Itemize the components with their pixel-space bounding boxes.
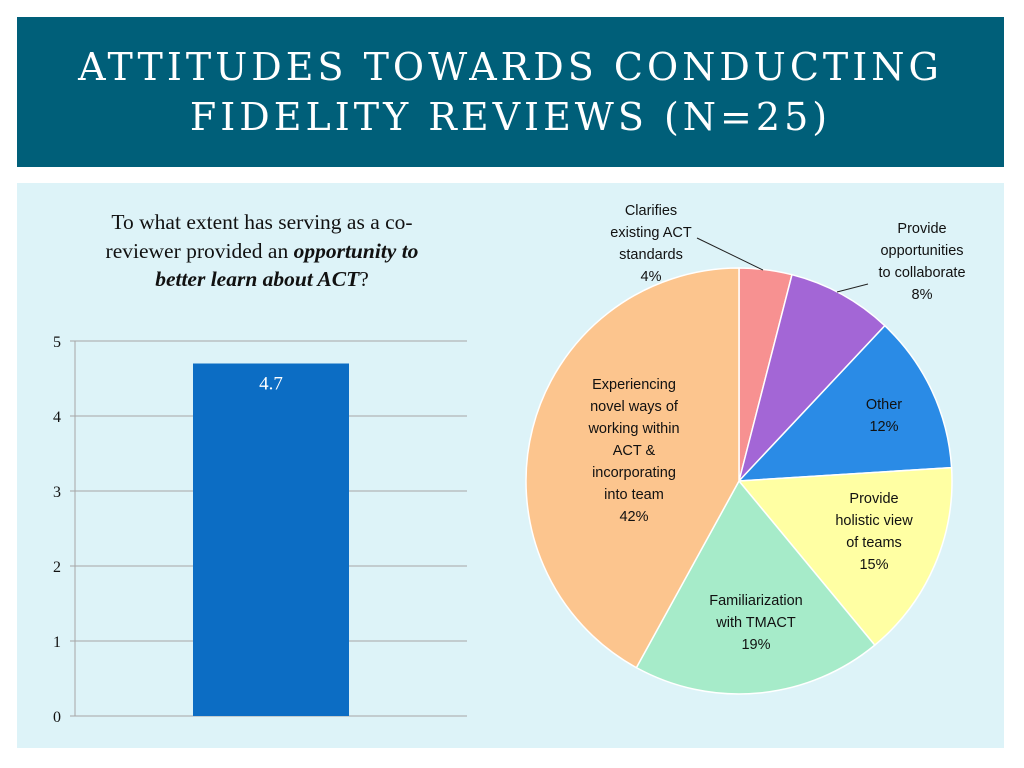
pie-label-line: into team	[604, 487, 664, 503]
bar	[193, 363, 349, 716]
title-bar: ATTITUDES TOWARDS CONDUCTING FIDELITY RE…	[17, 17, 1004, 167]
title-line-2: FIDELITY REVIEWS (N=25)	[189, 95, 832, 139]
pie-label-line: Provide	[897, 221, 946, 237]
pie-label-line: incorporating	[592, 465, 676, 481]
pie-slice-collaborate	[738, 273, 886, 482]
pie-label-line: opportunities	[880, 243, 963, 259]
question-text: To what extent has serving as a co-revie…	[92, 208, 432, 294]
y-tick-label: 2	[53, 559, 61, 576]
pie-label-line: 8%	[912, 287, 933, 303]
leader-line-clarifies	[696, 237, 764, 271]
pie-slice-familiarization	[635, 479, 876, 695]
pie-label-line: Clarifies	[625, 203, 677, 219]
question-part-1: To what extent has serving as a co-revie…	[105, 210, 413, 263]
pie-label-line: 12%	[869, 419, 898, 435]
pie-label-familiarization: Familiarization with TMACT 19%	[709, 593, 802, 653]
pie-label-collaborate: Provide opportunities to collaborate 8%	[878, 221, 965, 303]
bar-value-label: 4.7	[259, 374, 283, 395]
pie-slice-holistic	[737, 466, 953, 647]
pie-label-line: 4%	[641, 269, 662, 285]
pie-label-line: Experiencing	[592, 377, 676, 393]
y-tick-label: 0	[53, 709, 61, 726]
pie-label-line: holistic view	[835, 513, 913, 529]
pie-label-line: standards	[619, 247, 683, 263]
pie-label-line: Provide	[849, 491, 898, 507]
pie-label-line: 15%	[859, 557, 888, 573]
pie-label-line: novel ways of	[590, 399, 679, 415]
pie-label-line: Other	[866, 397, 902, 413]
pie-label-line: existing ACT	[610, 225, 692, 241]
pie-label-line: of teams	[846, 535, 902, 551]
pie-slice-other	[737, 324, 953, 482]
question-part-2: ?	[359, 267, 369, 291]
y-tick-label: 1	[53, 634, 61, 651]
y-tick-label: 4	[53, 409, 61, 426]
pie-slice-experiencing	[525, 267, 740, 669]
pie-label-line: working within	[587, 421, 679, 437]
pie-label-line: Familiarization	[709, 593, 802, 609]
question-emphasis: opportunity to better learn about ACT	[155, 238, 419, 292]
pie-label-line: 19%	[741, 637, 770, 653]
title-line-1: ATTITUDES TOWARDS CONDUCTING	[78, 45, 943, 89]
leader-line-collaborate	[836, 283, 869, 293]
y-tick-label: 3	[53, 484, 61, 501]
pie-label-other: Other 12%	[866, 397, 902, 435]
pie-label-line: ACT &	[613, 443, 656, 459]
pie-label-line: to collaborate	[878, 265, 965, 281]
pie-label-line: 42%	[619, 509, 648, 525]
y-tick-label: 5	[53, 334, 61, 351]
pie-label-clarifies: Clarifies existing ACT standards 4%	[610, 203, 692, 285]
pie-label-holistic: Provide holistic view of teams 15%	[835, 491, 913, 573]
pie-label-line: with TMACT	[715, 615, 796, 631]
pie-label-experiencing: Experiencing novel ways of working within A…	[587, 377, 679, 525]
